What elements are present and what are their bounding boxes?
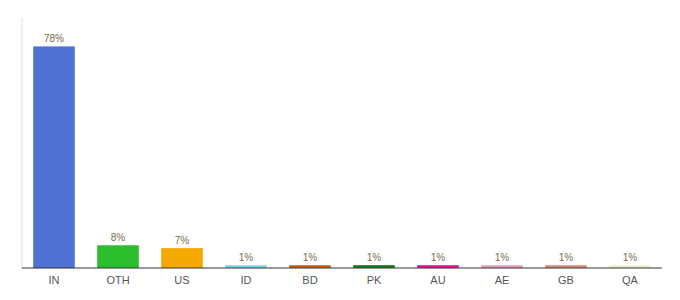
- data-label: 1%: [431, 252, 446, 263]
- data-label: 8%: [111, 232, 126, 243]
- data-label: 1%: [239, 252, 254, 263]
- x-tick-label: AU: [430, 274, 445, 286]
- bar: [97, 245, 139, 268]
- data-label: 1%: [303, 252, 318, 263]
- x-tick-label: GB: [558, 274, 574, 286]
- x-tick-label: US: [174, 274, 189, 286]
- x-tick-label: IN: [49, 274, 60, 286]
- data-label: 7%: [175, 235, 190, 246]
- x-tick-label: PK: [367, 274, 382, 286]
- x-tick-label: ID: [241, 274, 252, 286]
- x-tick-label: OTH: [106, 274, 129, 286]
- data-label: 1%: [623, 252, 638, 263]
- y-axis-line: [22, 18, 23, 268]
- data-label: 78%: [44, 33, 64, 44]
- data-label: 1%: [559, 252, 574, 263]
- x-axis-line: [22, 267, 662, 268]
- chart: IN 78% OTH 8% US 7% ID 1% BD 1% PK 1% AU 1% AE 1% GB 1% QA…: [0, 0, 680, 300]
- data-label: 1%: [495, 252, 510, 263]
- bars: [33, 46, 651, 268]
- bar: [33, 46, 75, 268]
- x-tick-label: QA: [622, 274, 639, 286]
- data-label: 1%: [367, 252, 382, 263]
- chart-container: IN 78% OTH 8% US 7% ID 1% BD 1% PK 1% AU 1% AE 1% GB 1% QA…: [0, 0, 680, 300]
- x-tick-label: AE: [495, 274, 510, 286]
- bar: [161, 248, 203, 268]
- x-tick-label: BD: [302, 274, 317, 286]
